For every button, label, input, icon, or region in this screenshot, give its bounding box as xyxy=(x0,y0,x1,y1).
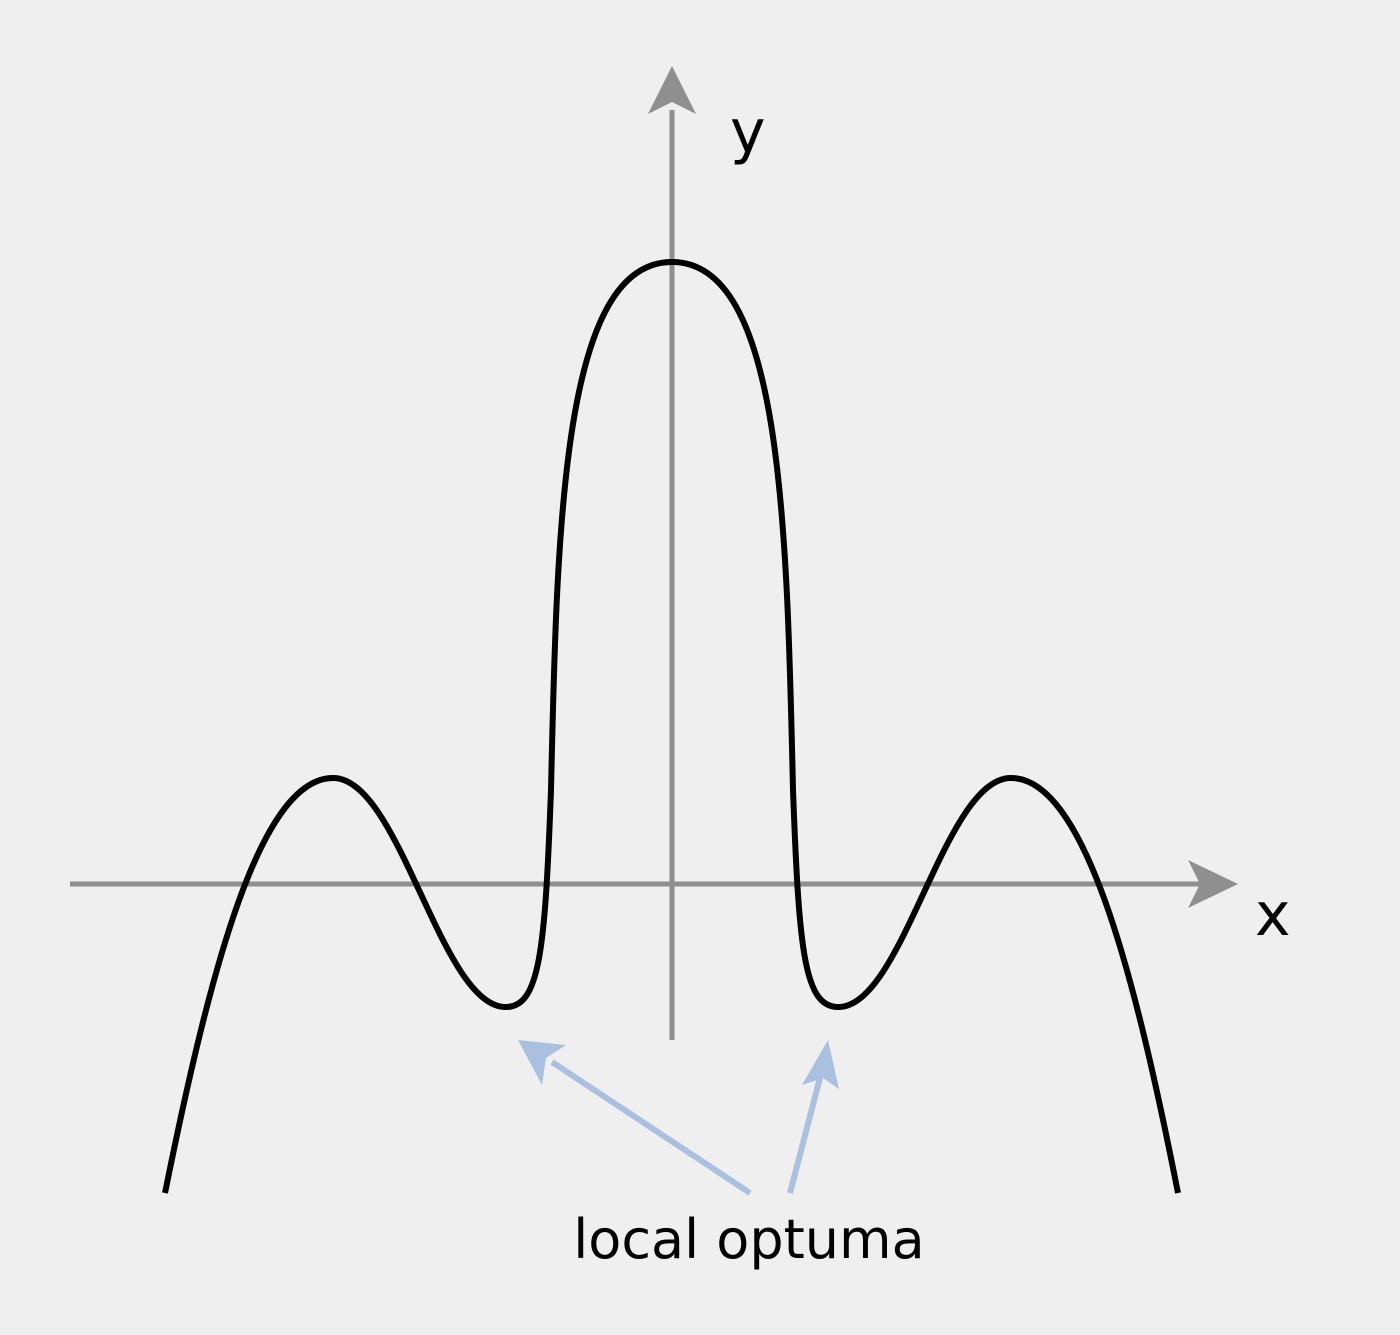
annotation-arrows xyxy=(518,1040,839,1196)
y-axis-label: y xyxy=(730,97,766,167)
x-axis-arrowhead xyxy=(1188,860,1238,908)
left-minimum-arrowhead xyxy=(518,1040,566,1085)
y-axis: y xyxy=(648,66,766,1040)
x-axis: x xyxy=(70,860,1291,950)
x-axis-label: x xyxy=(1255,880,1291,950)
y-axis-arrowhead xyxy=(648,66,696,114)
right-minimum-arrow-line xyxy=(787,1069,825,1194)
local-optima-label: local optuma xyxy=(573,1208,924,1271)
function-curve xyxy=(162,259,1181,1194)
left-minimum-arrow-line xyxy=(550,1059,752,1196)
right-minimum-arrowhead xyxy=(802,1040,839,1089)
